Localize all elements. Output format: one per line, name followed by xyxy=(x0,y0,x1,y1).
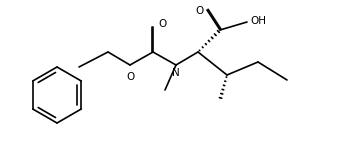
Text: O: O xyxy=(196,6,204,16)
Text: N: N xyxy=(172,68,180,78)
Text: O: O xyxy=(159,19,167,29)
Text: OH: OH xyxy=(250,16,266,26)
Text: O: O xyxy=(126,71,134,81)
